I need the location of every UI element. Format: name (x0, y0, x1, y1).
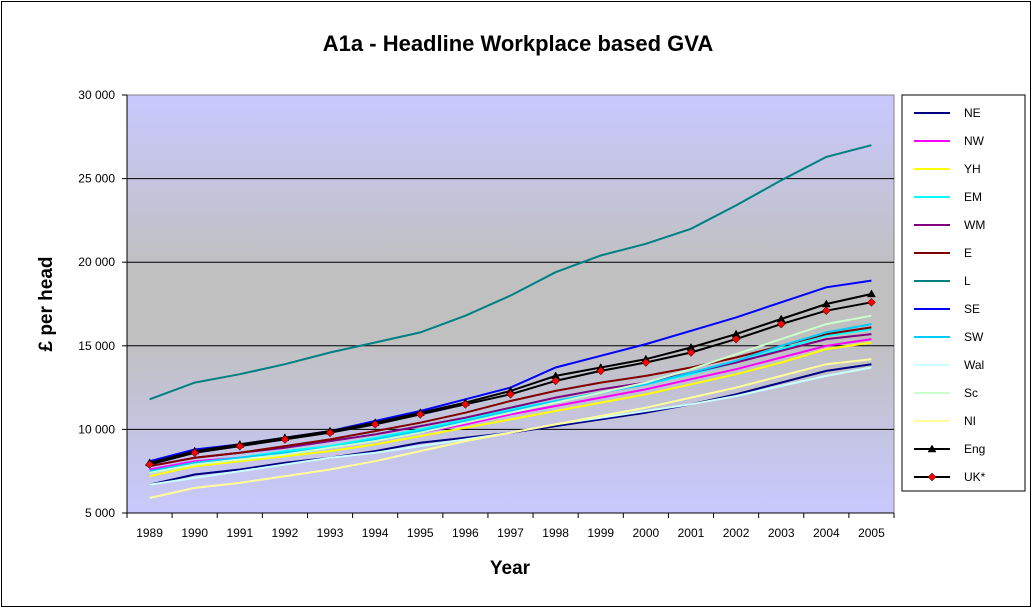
data-point-marker (927, 444, 937, 453)
legend-label: EM (964, 190, 982, 204)
legend-item: WM (914, 218, 985, 232)
data-point-marker (776, 319, 786, 329)
x-tick-label: 1994 (362, 526, 389, 540)
series-line (149, 333, 872, 468)
data-point-marker (145, 460, 154, 469)
series-l (149, 144, 872, 401)
series-e (149, 326, 872, 468)
legend-label: NI (964, 414, 976, 428)
legend-item: Wal (914, 358, 984, 372)
data-point-marker (280, 435, 290, 444)
data-point-marker (506, 389, 515, 399)
x-tick-label: 1990 (181, 526, 208, 540)
y-tick-label: 10 000 (78, 422, 115, 436)
x-tick-label: 1998 (542, 526, 569, 540)
legend-item: NW (914, 134, 985, 148)
data-point-marker (641, 358, 651, 367)
legend-item: NI (914, 414, 976, 428)
gridlines (127, 178, 894, 430)
legend-item: UK* (914, 470, 986, 484)
series-wm (149, 333, 872, 468)
legend-label: Eng (964, 442, 985, 456)
y-tick-label: 5 000 (85, 506, 115, 520)
legend-label: E (964, 246, 972, 260)
series-yh (149, 341, 872, 478)
legend-label: Sc (964, 386, 978, 400)
legend-item: YH (914, 162, 981, 176)
legend-item: NE (914, 106, 981, 120)
data-point-marker (927, 472, 937, 482)
x-tick-label: 1992 (272, 526, 299, 540)
series-uk (145, 297, 876, 469)
series-sw (149, 323, 872, 473)
series-sc (149, 314, 872, 474)
legend-item: L (914, 274, 971, 288)
legend: NE NW YH EM WM EL SE SW Wal Sc NI Eng UK* (901, 94, 1026, 492)
y-tick-label: 25 000 (78, 172, 115, 186)
legend-label: SW (964, 330, 984, 344)
data-point-marker (596, 366, 606, 376)
data-point-marker (461, 399, 470, 409)
legend-item: SW (914, 330, 984, 344)
series-lines (145, 144, 876, 499)
series-line (149, 326, 872, 468)
legend-label: UK* (964, 470, 986, 484)
series-line (149, 144, 872, 401)
legend-item: Eng (914, 442, 985, 456)
legend-label: NW (964, 134, 985, 148)
x-tick-label: 2005 (858, 526, 885, 540)
x-axis: 1989 1990 1991 1992 1993 1994 1995 1996 1997 1998… (126, 512, 895, 540)
data-point-marker (325, 428, 335, 438)
data-point-marker (551, 376, 560, 386)
series-line (149, 314, 872, 474)
legend-label: NE (964, 106, 981, 120)
legend-label: SE (964, 302, 980, 316)
legend-label: WM (964, 218, 985, 232)
y-axis: 5 000 10 000 15 000 20 000 25 000 30 000 (78, 88, 128, 520)
legend-item: EM (914, 190, 982, 204)
legend-items: NE NW YH EM WM EL SE SW Wal Sc NI Eng UK* (914, 106, 986, 484)
legend-item: Sc (914, 386, 978, 400)
x-tick-label: 2004 (813, 526, 840, 540)
x-tick-label: 2000 (633, 526, 660, 540)
series-ni (149, 358, 872, 499)
data-point-marker (731, 334, 741, 344)
y-tick-label: 15 000 (78, 339, 115, 353)
x-tick-label: 1993 (317, 526, 344, 540)
legend-label: L (964, 274, 971, 288)
data-point-marker (190, 448, 200, 458)
data-point-marker (235, 441, 245, 451)
data-point-marker (415, 409, 425, 419)
y-tick-label: 30 000 (78, 88, 115, 102)
x-tick-label: 1991 (226, 526, 253, 540)
data-point-marker (821, 306, 831, 316)
x-tick-label: 2001 (678, 526, 705, 540)
x-tick-label: 2003 (768, 526, 795, 540)
legend-item: SE (914, 302, 980, 316)
x-tick-label: 1997 (497, 526, 524, 540)
legend-item: E (914, 246, 972, 260)
data-point-marker (370, 420, 380, 429)
series-line (149, 323, 872, 473)
x-tick-label: 1996 (452, 526, 479, 540)
series-line (149, 358, 872, 499)
x-tick-label: 1989 (136, 526, 163, 540)
data-point-marker (686, 348, 696, 357)
chart-title: A1a - Headline Workplace based GVA (323, 31, 714, 56)
x-axis-title: Year (490, 558, 531, 579)
legend-label: YH (964, 162, 981, 176)
legend-box (901, 94, 1026, 492)
data-point-marker (867, 289, 876, 298)
data-point-marker (867, 297, 876, 307)
x-tick-label: 2002 (723, 526, 750, 540)
y-tick-label: 20 000 (78, 255, 115, 269)
series-line (149, 341, 872, 478)
legend-label: Wal (964, 358, 984, 372)
x-tick-label: 1999 (587, 526, 614, 540)
x-tick-label: 1995 (407, 526, 434, 540)
y-axis-title: £ per head (36, 256, 57, 351)
